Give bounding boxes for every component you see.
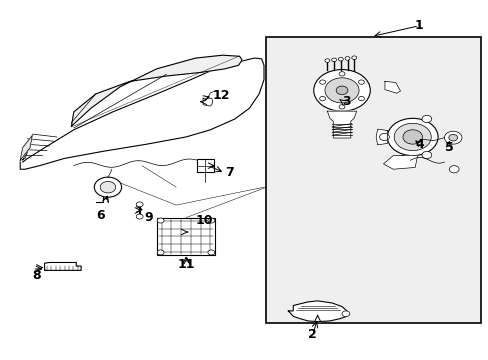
Circle shape (338, 105, 344, 109)
Circle shape (335, 86, 347, 95)
Polygon shape (203, 98, 212, 106)
Polygon shape (375, 129, 386, 145)
Circle shape (338, 57, 343, 61)
Text: 12: 12 (212, 89, 230, 102)
Circle shape (325, 59, 329, 62)
Circle shape (402, 130, 422, 144)
Circle shape (421, 152, 431, 158)
Circle shape (207, 218, 214, 223)
Circle shape (313, 69, 369, 111)
Circle shape (136, 214, 143, 219)
Polygon shape (383, 156, 417, 169)
Bar (196, 159, 214, 172)
Circle shape (331, 58, 336, 62)
Text: 4: 4 (415, 138, 424, 150)
Text: 1: 1 (414, 19, 423, 32)
Polygon shape (71, 55, 242, 126)
Circle shape (448, 134, 457, 141)
Circle shape (136, 202, 143, 207)
Text: 6: 6 (96, 210, 105, 222)
Circle shape (319, 80, 325, 84)
Polygon shape (20, 58, 264, 169)
Polygon shape (384, 81, 400, 93)
Text: 3: 3 (341, 95, 350, 108)
Text: 5: 5 (444, 141, 453, 154)
Circle shape (358, 80, 364, 84)
Circle shape (379, 134, 388, 140)
Circle shape (157, 250, 163, 255)
Circle shape (94, 177, 122, 197)
Circle shape (358, 96, 364, 101)
Circle shape (448, 166, 458, 173)
Polygon shape (44, 262, 81, 270)
Circle shape (386, 118, 437, 156)
Polygon shape (288, 301, 346, 321)
Circle shape (351, 56, 356, 59)
Circle shape (444, 131, 461, 144)
Circle shape (157, 218, 163, 223)
Text: 8: 8 (32, 269, 41, 282)
Text: 7: 7 (224, 166, 233, 179)
Text: 11: 11 (177, 258, 194, 271)
Polygon shape (327, 111, 356, 138)
Circle shape (207, 250, 214, 255)
Circle shape (338, 72, 344, 76)
Text: 9: 9 (144, 211, 153, 224)
Text: 2: 2 (308, 328, 317, 341)
Bar (266, 37, 480, 323)
Circle shape (421, 115, 431, 122)
Bar (157, 218, 215, 255)
Circle shape (393, 123, 430, 150)
Circle shape (319, 96, 325, 101)
Circle shape (345, 57, 349, 60)
Text: 10: 10 (195, 214, 213, 227)
Circle shape (341, 311, 349, 317)
Circle shape (100, 181, 116, 193)
Polygon shape (20, 135, 32, 160)
Circle shape (325, 78, 358, 103)
